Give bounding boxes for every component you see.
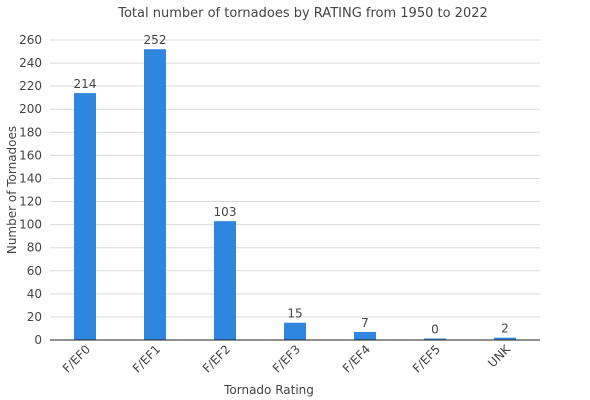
x-tick-label: UNK	[485, 341, 514, 370]
y-tick-label: 40	[27, 287, 42, 301]
x-tick-label: F/EF1	[130, 342, 163, 375]
x-tick-label: F/EF3	[270, 342, 303, 375]
y-tick-label: 180	[19, 125, 42, 139]
bar-f-ef0	[74, 93, 96, 340]
bar-unk	[494, 337, 516, 340]
y-tick-label: 160	[19, 148, 42, 162]
data-label: 2	[501, 322, 509, 336]
y-tick-label: 120	[19, 195, 42, 209]
x-tick-label: F/EF4	[340, 342, 373, 375]
data-label: 252	[144, 33, 167, 47]
bars	[74, 49, 516, 340]
bar-f-ef1	[144, 49, 166, 340]
gridlines	[50, 39, 540, 318]
bar-f-ef5	[424, 338, 446, 340]
x-tick-label: F/EF5	[410, 342, 443, 375]
y-tick-label: 140	[19, 171, 42, 185]
data-label: 103	[214, 205, 237, 219]
bar-f-ef2	[214, 221, 236, 340]
chart-title: Total number of tornadoes by RATING from…	[117, 6, 488, 21]
data-label: 15	[287, 307, 302, 321]
data-label: 0	[431, 323, 439, 337]
y-axis-title: Number of Tornadoes	[5, 126, 19, 254]
x-axis-ticks: F/EF0 F/EF1 F/EF2 F/EF3 F/EF4 F/EF5 UNK	[60, 341, 514, 375]
x-tick-label: F/EF0	[60, 342, 93, 375]
y-tick-label: 80	[27, 241, 42, 255]
x-tick-label: F/EF2	[200, 342, 233, 375]
x-axis-title: Tornado Rating	[223, 383, 314, 397]
bar-f-ef3	[284, 322, 306, 340]
bar-f-ef4	[354, 331, 376, 340]
y-tick-label: 200	[19, 102, 42, 116]
y-tick-label: 240	[19, 56, 42, 70]
y-tick-label: 220	[19, 79, 42, 93]
y-tick-label: 20	[27, 310, 42, 324]
y-axis-ticks: 0 20 40 60 80 100 120 140 160 180 200 220 240 260	[19, 33, 42, 347]
y-tick-label: 60	[27, 264, 42, 278]
y-tick-label: 100	[19, 218, 42, 232]
y-tick-label: 260	[19, 33, 42, 47]
data-label: 214	[74, 77, 97, 91]
y-tick-label: 0	[34, 333, 42, 347]
data-label: 7	[361, 316, 369, 330]
data-labels: 214 252 103 15 7 0 2	[74, 33, 509, 336]
